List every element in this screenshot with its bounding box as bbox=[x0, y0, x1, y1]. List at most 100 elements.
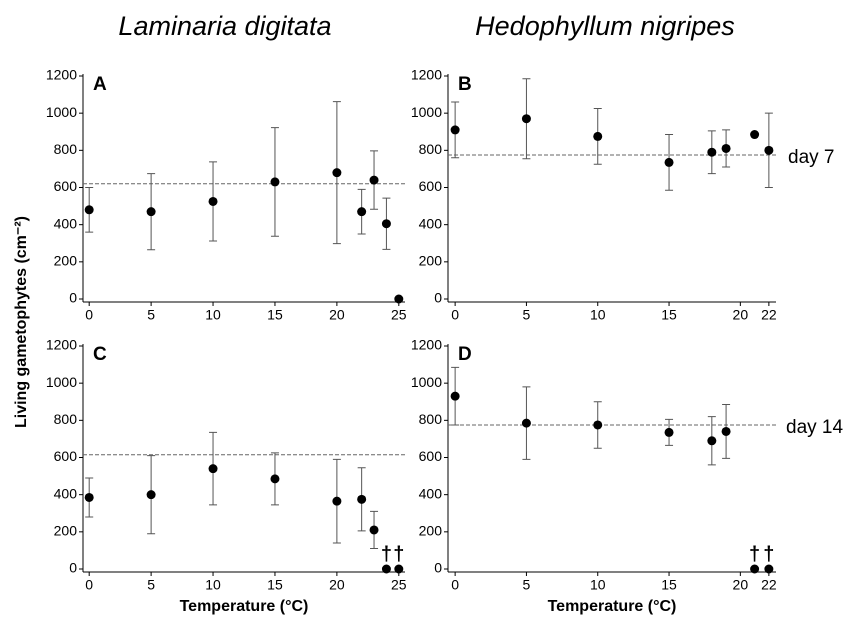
data-point bbox=[270, 474, 280, 484]
y-tick-label: 200 bbox=[54, 253, 78, 269]
data-point bbox=[721, 426, 731, 436]
panel-label: B bbox=[458, 74, 472, 95]
data-point bbox=[84, 205, 94, 215]
x-tick-label: 10 bbox=[590, 577, 606, 593]
x-tick-label: 10 bbox=[205, 307, 221, 323]
data-point bbox=[521, 418, 531, 428]
y-tick-label: 1200 bbox=[46, 67, 77, 83]
x-tick-label: 20 bbox=[733, 307, 749, 323]
data-point bbox=[593, 420, 603, 430]
y-tick-label: 400 bbox=[419, 215, 443, 231]
data-point bbox=[270, 177, 280, 187]
y-tick-label: 800 bbox=[419, 141, 443, 157]
y-tick-label: 0 bbox=[434, 560, 442, 576]
x-tick-label: 5 bbox=[147, 577, 155, 593]
data-point bbox=[450, 391, 460, 401]
data-point bbox=[84, 492, 94, 502]
data-point bbox=[332, 168, 342, 178]
y-tick-label: 400 bbox=[419, 485, 443, 501]
annotation: † bbox=[381, 543, 392, 565]
y-tick-label: 200 bbox=[54, 523, 78, 539]
x-tick-label: 0 bbox=[451, 577, 459, 593]
data-point bbox=[208, 464, 218, 474]
x-tick-label: 10 bbox=[590, 307, 606, 323]
x-tick-label: 15 bbox=[661, 307, 677, 323]
x-tick-label: 22 bbox=[761, 307, 777, 323]
y-tick-label: 800 bbox=[419, 411, 443, 427]
x-tick-label: 25 bbox=[391, 307, 407, 323]
x-tick-label: 22 bbox=[761, 577, 777, 593]
data-point bbox=[664, 157, 674, 167]
x-tick-label: 20 bbox=[329, 577, 345, 593]
y-tick-label: 1000 bbox=[411, 104, 442, 120]
data-point bbox=[357, 207, 367, 217]
data-point bbox=[750, 130, 760, 140]
x-tick-label: 25 bbox=[391, 577, 407, 593]
annotation: † bbox=[749, 543, 760, 565]
y-tick-label: 1000 bbox=[411, 374, 442, 390]
y-tick-label: 600 bbox=[54, 178, 78, 194]
y-tick-label: 200 bbox=[419, 523, 443, 539]
x-tick-label: 5 bbox=[147, 307, 155, 323]
data-point bbox=[394, 564, 404, 574]
x-tick-label: 0 bbox=[451, 307, 459, 323]
y-tick-label: 800 bbox=[54, 141, 78, 157]
y-tick-label: 0 bbox=[69, 290, 77, 306]
x-tick-label: 20 bbox=[733, 577, 749, 593]
data-point bbox=[764, 145, 774, 155]
data-point bbox=[357, 494, 367, 504]
x-tick-label: 20 bbox=[329, 307, 345, 323]
data-point bbox=[146, 207, 156, 217]
y-tick-label: 1000 bbox=[46, 104, 77, 120]
x-tick-label: 5 bbox=[523, 307, 531, 323]
x-tick-label: 15 bbox=[661, 577, 677, 593]
data-point bbox=[394, 294, 404, 304]
data-point bbox=[721, 143, 731, 153]
y-tick-label: 0 bbox=[434, 290, 442, 306]
y-tick-label: 600 bbox=[54, 448, 78, 464]
panel-label: C bbox=[93, 344, 107, 365]
data-point bbox=[450, 125, 460, 135]
x-axis-label: Temperature (°C) bbox=[548, 598, 677, 615]
y-tick-label: 400 bbox=[54, 485, 78, 501]
data-point bbox=[369, 175, 379, 185]
data-point bbox=[381, 219, 391, 229]
panel-label: A bbox=[93, 74, 107, 95]
row-label: day 7 bbox=[788, 147, 834, 168]
data-point bbox=[664, 427, 674, 437]
x-tick-label: 0 bbox=[85, 307, 93, 323]
annotation: † bbox=[763, 543, 774, 565]
data-point bbox=[593, 131, 603, 141]
data-point bbox=[521, 114, 531, 124]
y-tick-label: 800 bbox=[54, 411, 78, 427]
data-point bbox=[764, 564, 774, 574]
y-tick-label: 1200 bbox=[411, 67, 442, 83]
data-point bbox=[381, 564, 391, 574]
y-tick-label: 600 bbox=[419, 178, 443, 194]
annotation: † bbox=[393, 543, 404, 565]
data-point bbox=[369, 525, 379, 535]
x-tick-label: 15 bbox=[267, 307, 283, 323]
data-point bbox=[707, 436, 717, 446]
y-tick-label: 200 bbox=[419, 253, 443, 269]
y-tick-label: 1200 bbox=[411, 337, 442, 353]
data-point bbox=[146, 490, 156, 500]
y-tick-label: 1000 bbox=[46, 374, 77, 390]
data-point bbox=[332, 496, 342, 506]
y-tick-label: 400 bbox=[54, 215, 78, 231]
panel-label: D bbox=[458, 344, 472, 365]
data-point bbox=[208, 196, 218, 206]
x-axis-label: Temperature (°C) bbox=[180, 598, 309, 615]
data-point bbox=[750, 564, 760, 574]
y-tick-label: 600 bbox=[419, 448, 443, 464]
y-axis-label: Living gametophytes (cm⁻²) bbox=[13, 216, 30, 428]
x-tick-label: 5 bbox=[523, 577, 531, 593]
column-title: Hedophyllum nigripes bbox=[475, 11, 735, 41]
x-tick-label: 15 bbox=[267, 577, 283, 593]
y-tick-label: 1200 bbox=[46, 337, 77, 353]
x-tick-label: 10 bbox=[205, 577, 221, 593]
y-tick-label: 0 bbox=[69, 560, 77, 576]
column-title: Laminaria digitata bbox=[118, 11, 331, 41]
row-label: day 14 bbox=[786, 417, 843, 438]
